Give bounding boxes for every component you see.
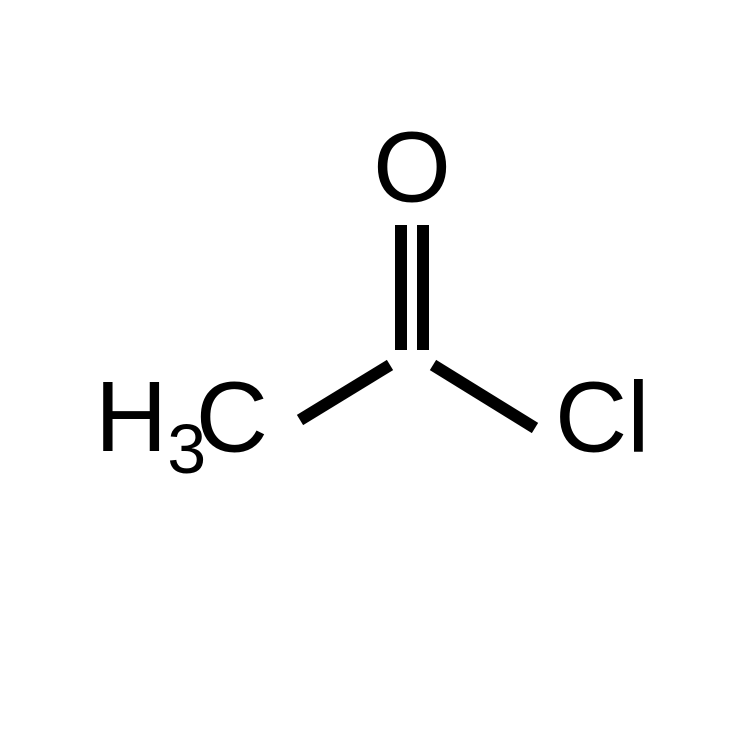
bond-single xyxy=(300,365,390,420)
atom-h3-group: H3 xyxy=(95,361,206,488)
atom-h3-subscript: 3 xyxy=(167,410,206,488)
bond-single xyxy=(433,365,535,428)
atom-oxygen: O xyxy=(373,111,451,223)
atom-chlorine: Cl xyxy=(555,361,649,473)
atoms-group: O Cl CH3 xyxy=(95,111,649,488)
atom-carbon: C xyxy=(196,361,268,473)
molecule-diagram: O Cl CH3 xyxy=(0,0,730,730)
atom-h3-prefix: H xyxy=(95,361,167,473)
bonds-group xyxy=(300,225,535,428)
